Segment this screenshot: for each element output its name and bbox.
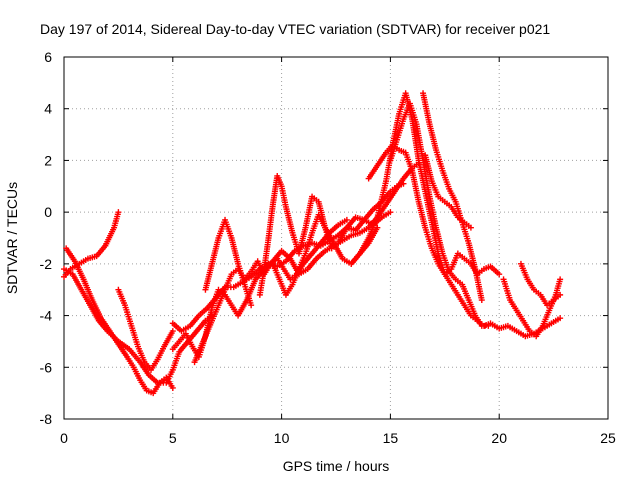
- y-tick-label: 4: [44, 101, 52, 117]
- x-tick-label: 15: [383, 430, 399, 446]
- data-point: [343, 216, 350, 223]
- series-track-12: [365, 141, 564, 340]
- x-tick-label: 20: [491, 430, 507, 446]
- axis-ticks: [63, 56, 609, 420]
- x-axis-label: GPS time / hours: [283, 458, 390, 474]
- series-track-2: [61, 266, 215, 386]
- plot-frame: [63, 56, 609, 420]
- data-point: [467, 224, 474, 231]
- x-tick-labels: 0 5 10 15 20 25: [60, 430, 616, 446]
- x-tick-label: 5: [169, 430, 177, 446]
- series-track-3: [63, 245, 176, 397]
- y-tick-label: 2: [44, 152, 52, 168]
- series-track-1: [61, 209, 122, 280]
- series-track-4: [115, 286, 176, 373]
- data-point: [169, 328, 176, 335]
- x-tick-label: 10: [274, 430, 290, 446]
- x-tick-label: 0: [60, 430, 68, 446]
- data-point: [387, 209, 394, 216]
- y-tick-label: 6: [44, 49, 52, 65]
- data-point: [557, 291, 564, 298]
- data-point: [485, 322, 492, 329]
- chart-title: Day 197 of 2014, Sidereal Day-to-day VTE…: [40, 21, 550, 37]
- grid-lines: [64, 57, 608, 419]
- data-points: [61, 90, 564, 397]
- data-point: [496, 271, 503, 278]
- y-tick-label: -6: [40, 359, 53, 375]
- data-point: [557, 276, 564, 283]
- data-point: [478, 297, 485, 304]
- y-tick-label: -4: [40, 308, 53, 324]
- data-point: [169, 384, 176, 391]
- y-tick-label: -8: [40, 411, 53, 427]
- series-track-17: [517, 260, 564, 309]
- series-track-13: [387, 100, 492, 329]
- y-tick-labels: -8 -6 -4 -2 0 2 4 6: [40, 49, 53, 427]
- x-tick-label: 25: [600, 430, 616, 446]
- y-tick-label: -2: [40, 256, 53, 272]
- data-point: [115, 209, 122, 216]
- data-point: [557, 315, 564, 322]
- data-point: [248, 302, 255, 309]
- y-axis-label: SDTVAR / TECUs: [4, 182, 20, 294]
- series-track-14: [420, 90, 485, 304]
- series-track-8: [202, 216, 255, 309]
- y-tick-label: 0: [44, 204, 52, 220]
- series-track-15: [422, 152, 474, 231]
